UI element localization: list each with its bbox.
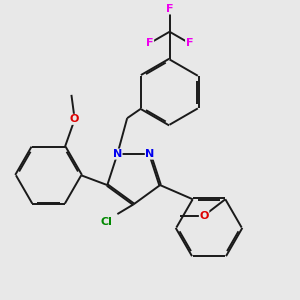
Text: N: N [146,149,154,159]
Text: F: F [146,38,154,48]
Text: F: F [166,4,173,14]
Text: O: O [200,211,209,220]
Text: F: F [186,38,193,48]
Text: Cl: Cl [100,217,112,227]
Text: N: N [113,149,122,159]
Text: O: O [70,114,80,124]
